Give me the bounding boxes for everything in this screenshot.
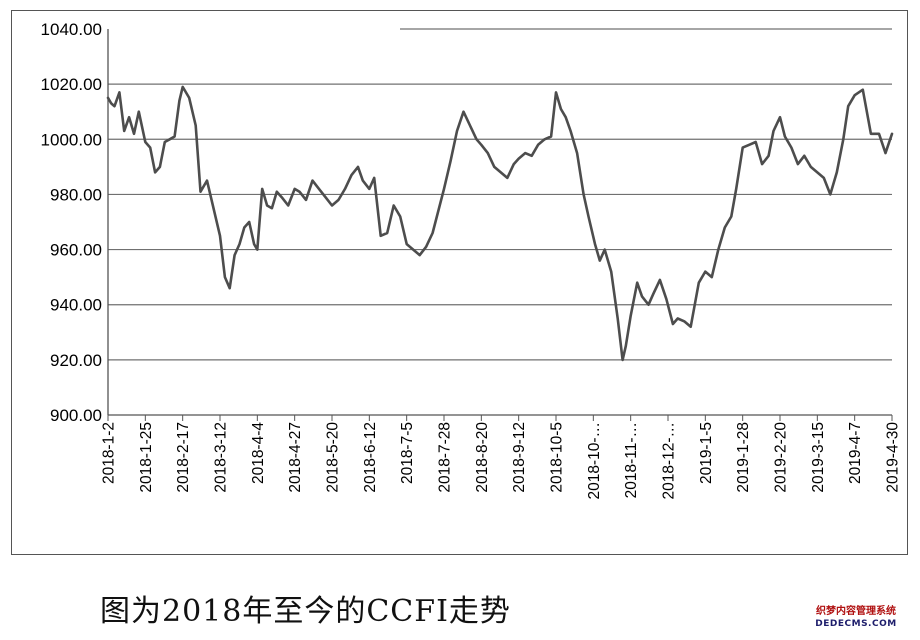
- x-tick-label-18: 2019-2-20: [773, 422, 790, 493]
- x-tick-label-1: 2018-1-25: [138, 422, 155, 493]
- y-tick-label-0: 900.00: [50, 406, 102, 425]
- chart-caption: 图为2018年至今的CCFI走势: [100, 594, 511, 629]
- y-tick-label-7: 1040.00: [41, 20, 102, 39]
- x-tick-label-15: 2018-12-…: [661, 422, 678, 500]
- series-ccfi: [106, 85, 894, 362]
- x-tick-label-2: 2018-2-17: [175, 422, 192, 493]
- x-tick-label-4: 2018-4-4: [250, 422, 267, 484]
- watermark: 织梦内容管理系统 DEDECMS.COM: [804, 606, 908, 630]
- x-tick-label-20: 2019-4-7: [847, 422, 864, 484]
- ccfi-line-chart: 900.00 920.00 940.00 960.00 980.00 1000.00 102…: [41, 20, 902, 500]
- chart-frame: [11, 10, 908, 555]
- watermark-cn: 织梦内容管理系统: [816, 606, 896, 617]
- x-tick-label-11: 2018-9-12: [511, 422, 528, 493]
- x-tick-label-5: 2018-4-27: [287, 422, 304, 493]
- y-tick-label-1: 920.00: [50, 351, 102, 370]
- x-tick-label-0: 2018-1-2: [101, 422, 118, 484]
- x-tick-label-17: 2019-1-28: [735, 422, 752, 493]
- x-tick-label-10: 2018-8-20: [474, 422, 491, 493]
- series-line-ccfi: [106, 85, 894, 362]
- x-tick-label-16: 2019-1-5: [698, 422, 715, 484]
- x-tick-label-12: 2018-10-5: [549, 422, 566, 493]
- y-tick-label-4: 980.00: [50, 185, 102, 204]
- x-tick-label-8: 2018-7-5: [399, 422, 416, 484]
- x-tick-label-14: 2018-11-…: [623, 422, 640, 498]
- x-tick-label-19: 2019-3-15: [810, 422, 827, 493]
- y-tick-label-6: 1020.00: [41, 75, 102, 94]
- y-tick-label-5: 1000.00: [41, 130, 102, 149]
- axes: [107, 29, 893, 421]
- y-tick-label-2: 940.00: [50, 296, 102, 315]
- x-tick-label-7: 2018-6-12: [362, 422, 379, 493]
- x-tick-label-3: 2018-3-12: [213, 422, 230, 493]
- y-tick-labels: 900.00 920.00 940.00 960.00 980.00 1000.00 102…: [41, 20, 102, 425]
- x-tick-label-13: 2018-10-…: [586, 422, 603, 500]
- watermark-en: DEDECMS.COM: [815, 619, 897, 629]
- x-tick-label-21: 2019-4-30: [885, 422, 902, 493]
- x-tick-label-6: 2018-5-20: [325, 422, 342, 493]
- x-tick-labels: 2018-1-2 2018-1-25 2018-2-17 2018-3-12 2018-…: [101, 422, 902, 500]
- x-tick-label-9: 2018-7-28: [437, 422, 454, 493]
- grid-lines: [108, 28, 892, 361]
- y-tick-label-3: 960.00: [50, 241, 102, 260]
